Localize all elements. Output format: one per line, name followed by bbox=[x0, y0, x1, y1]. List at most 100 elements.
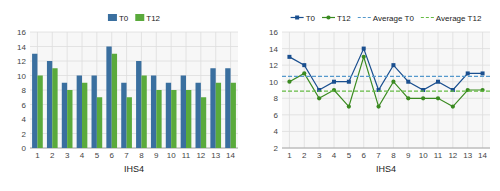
bar bbox=[82, 83, 87, 148]
bar bbox=[47, 61, 52, 148]
y-tick-label: 2 bbox=[22, 130, 27, 139]
panel: 02468101214161234567891011121314IHS4T0T1… bbox=[17, 14, 238, 175]
x-tick-label: 1 bbox=[35, 151, 40, 160]
grid-line bbox=[304, 32, 305, 148]
x-tick-label: 7 bbox=[124, 151, 129, 160]
grid-line bbox=[30, 119, 238, 120]
x-tick-label: 5 bbox=[347, 151, 352, 160]
x-tick-label: 12 bbox=[448, 151, 457, 160]
bar bbox=[171, 90, 176, 148]
point bbox=[481, 71, 485, 75]
point bbox=[436, 80, 440, 84]
legend-swatch bbox=[135, 14, 144, 21]
bar bbox=[62, 83, 67, 148]
point bbox=[406, 96, 410, 100]
x-tick-label: 14 bbox=[478, 151, 487, 160]
point bbox=[287, 55, 291, 59]
legend-label: Average T12 bbox=[436, 14, 482, 23]
point bbox=[362, 55, 366, 59]
y-tick-label: 8 bbox=[22, 86, 27, 95]
grid-line bbox=[30, 75, 238, 76]
y-tick-label: 16 bbox=[269, 28, 278, 37]
bar bbox=[32, 54, 37, 148]
bar bbox=[210, 68, 215, 148]
point bbox=[391, 63, 395, 67]
grid-line bbox=[30, 61, 238, 62]
x-tick-label: 12 bbox=[196, 151, 205, 160]
grid-line bbox=[282, 81, 490, 82]
bar bbox=[186, 90, 191, 148]
grid-line bbox=[408, 32, 409, 148]
y-tick-label: 16 bbox=[17, 28, 26, 37]
point bbox=[302, 71, 306, 75]
x-axis-label: IHS4 bbox=[376, 164, 396, 174]
legend-swatch bbox=[358, 17, 371, 18]
grid-line bbox=[30, 148, 238, 149]
legend-marker bbox=[326, 15, 330, 19]
y-tick-label: 4 bbox=[22, 115, 27, 124]
plot-area bbox=[30, 32, 238, 148]
x-tick-label: 2 bbox=[50, 151, 55, 160]
bar bbox=[151, 76, 156, 149]
y-tick-label: 4 bbox=[274, 127, 279, 136]
x-axis bbox=[282, 148, 490, 149]
legend-label: T12 bbox=[146, 14, 160, 23]
x-axis bbox=[30, 148, 238, 149]
x-tick-label: 14 bbox=[226, 151, 235, 160]
grid-line bbox=[282, 131, 490, 132]
x-tick-label: 8 bbox=[391, 151, 396, 160]
bar bbox=[231, 83, 236, 148]
average-line bbox=[282, 91, 490, 92]
point bbox=[287, 80, 291, 84]
point bbox=[347, 80, 351, 84]
point bbox=[362, 47, 366, 51]
point bbox=[317, 96, 321, 100]
point bbox=[302, 63, 306, 67]
marks bbox=[282, 47, 490, 109]
x-tick-label: 10 bbox=[167, 151, 176, 160]
bar bbox=[127, 97, 132, 148]
legend: T0T12Average T0Average T12 bbox=[291, 14, 482, 23]
marks bbox=[32, 47, 236, 149]
grid-line bbox=[348, 32, 349, 148]
point bbox=[436, 96, 440, 100]
bar bbox=[225, 68, 230, 148]
x-tick-label: 3 bbox=[317, 151, 322, 160]
bar bbox=[77, 76, 82, 149]
y-tick-label: 10 bbox=[17, 72, 26, 81]
x-tick-label: 6 bbox=[109, 151, 114, 160]
y-tick-label: 0 bbox=[22, 144, 27, 153]
grid-line bbox=[30, 133, 238, 134]
x-tick-label: 5 bbox=[95, 151, 100, 160]
bar bbox=[106, 47, 111, 149]
legend-label: T12 bbox=[337, 14, 351, 23]
grid-line bbox=[282, 48, 490, 49]
point bbox=[376, 104, 380, 108]
x-tick-label: 9 bbox=[154, 151, 159, 160]
bar bbox=[216, 83, 221, 148]
legend: T0T12 bbox=[108, 14, 161, 23]
x-tick-label: 11 bbox=[182, 151, 191, 160]
plot-area bbox=[282, 32, 490, 148]
y-tick-label: 6 bbox=[22, 101, 27, 110]
bar bbox=[136, 61, 141, 148]
average-line bbox=[282, 76, 490, 77]
grid-line bbox=[393, 32, 394, 148]
grid-line bbox=[30, 90, 238, 91]
y-tick-label: 12 bbox=[269, 61, 278, 70]
x-tick-label: 13 bbox=[211, 151, 220, 160]
y-tick-label: 8 bbox=[274, 94, 279, 103]
x-tick-label: 10 bbox=[419, 151, 428, 160]
bar bbox=[67, 90, 72, 148]
grid-line bbox=[282, 65, 490, 66]
y-tick-label: 14 bbox=[269, 45, 278, 54]
grid-line bbox=[30, 104, 238, 105]
legend-label: T0 bbox=[306, 14, 316, 23]
point bbox=[347, 104, 351, 108]
y-tick-label: 6 bbox=[274, 111, 279, 120]
grid-line bbox=[282, 98, 490, 99]
bar bbox=[181, 76, 186, 149]
bar bbox=[166, 83, 171, 148]
y-tick-label: 14 bbox=[17, 43, 26, 52]
legend-marker bbox=[295, 16, 299, 20]
